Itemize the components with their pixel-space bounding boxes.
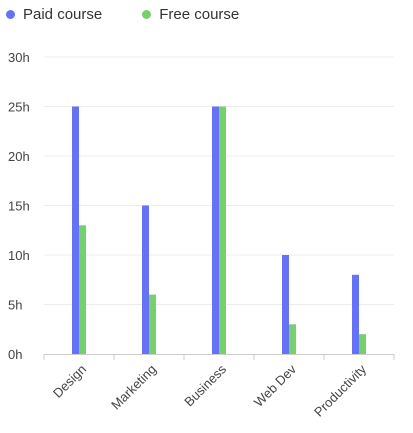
x-tick-label: Design: [50, 362, 89, 401]
chart-legend: Paid course Free course: [6, 6, 239, 23]
y-axis-ticks: 0h 5h 10h 15h 20h 25h 30h: [8, 50, 30, 362]
bars: [72, 106, 366, 355]
legend-item-paid-course[interactable]: Paid course: [6, 6, 102, 23]
bar-free-course-design[interactable]: [79, 225, 86, 354]
bar-free-course-business[interactable]: [219, 106, 226, 355]
y-tick-label: 5h: [8, 298, 22, 313]
x-tick-label: Productivity: [311, 361, 369, 419]
bar-paid-course-web-dev[interactable]: [282, 255, 289, 354]
bar-paid-course-marketing[interactable]: [142, 205, 149, 355]
y-tick-label: 25h: [8, 100, 30, 115]
bar-free-course-marketing[interactable]: [149, 294, 156, 354]
x-tick-label: Marketing: [108, 362, 159, 413]
x-axis: [43, 354, 395, 360]
legend-label-free-course: Free course: [159, 6, 240, 23]
bar-paid-course-business[interactable]: [212, 106, 219, 355]
legend-item-free-course[interactable]: Free course: [142, 6, 239, 23]
y-tick-label: 30h: [8, 50, 30, 65]
y-tick-label: 10h: [8, 248, 30, 263]
y-tick-label: 0h: [8, 347, 22, 362]
x-axis-labels: Design Marketing Business Web Dev Productivi…: [50, 361, 370, 419]
bar-paid-course-productivity[interactable]: [352, 274, 359, 354]
y-tick-label: 20h: [8, 149, 30, 164]
x-tick-label: Web Dev: [251, 361, 300, 410]
legend-label-paid-course: Paid course: [23, 6, 103, 23]
x-tick-label: Business: [181, 361, 229, 409]
legend-dot-free-course: [142, 10, 152, 19]
y-tick-label: 15h: [8, 199, 30, 214]
bar-free-course-productivity[interactable]: [359, 334, 366, 354]
legend-dot-paid-course: [6, 10, 15, 19]
bar-paid-course-design[interactable]: [72, 106, 79, 355]
bar-free-course-web-dev[interactable]: [289, 324, 296, 354]
